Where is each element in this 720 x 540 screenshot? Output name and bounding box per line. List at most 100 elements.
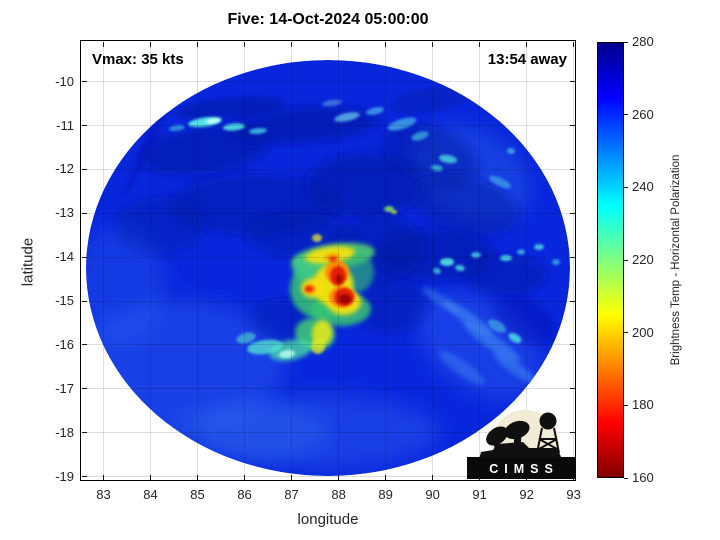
y-tick-mark [81, 81, 87, 83]
colorbar-tick-mark [624, 259, 628, 261]
y-gridline [81, 256, 575, 258]
x-tick-mark [150, 474, 152, 480]
y-tick-label: -12 [55, 161, 74, 177]
colorbar-tick-label: 240 [632, 179, 654, 195]
y-tick-mark [569, 344, 575, 346]
water-tower-tank [539, 412, 557, 430]
y-gridline [81, 300, 575, 302]
y-gridline [81, 388, 575, 390]
x-tick-mark [197, 474, 199, 480]
y-tick-label: -19 [55, 468, 74, 484]
y-tick-label: -13 [55, 205, 74, 221]
y-tick-label: -14 [55, 249, 74, 265]
cimss-banner-text: CIMSS [489, 462, 559, 476]
x-tick-mark [103, 474, 104, 480]
colorbar-tick-label: 220 [632, 252, 654, 267]
y-tick-mark [81, 432, 87, 434]
x-tick-label: 86 [237, 487, 252, 502]
x-tick-mark [244, 41, 246, 47]
y-tick-mark [81, 212, 87, 214]
x-tick-label: 91 [472, 487, 487, 502]
x-tick-label: 89 [378, 487, 393, 502]
vmax-annotation: Vmax: 35 kts [92, 51, 184, 68]
y-tick-mark [81, 125, 87, 127]
x-tick-label: 92 [519, 487, 534, 502]
x-gridline [432, 41, 434, 480]
x-tick-mark [150, 41, 152, 47]
water-tower-icon [536, 427, 560, 454]
y-tick-mark [569, 81, 575, 83]
x-tick-label: 88 [331, 487, 346, 502]
colorbar-tick-label: 260 [632, 106, 654, 122]
x-tick-mark [432, 41, 434, 47]
y-gridline [81, 432, 575, 434]
cimss-logo: CIMSS [467, 410, 576, 479]
x-axis-label: longitude [297, 511, 359, 528]
figure-title: Five: 14-Oct-2024 05:00:00 [227, 11, 429, 28]
y-tick-label: -10 [55, 73, 74, 89]
y-gridline [81, 168, 575, 170]
x-gridline [385, 41, 387, 480]
y-tick-mark [569, 300, 575, 302]
y-tick-mark [81, 344, 87, 346]
y-tick-mark [81, 256, 87, 258]
x-tick-mark [432, 474, 434, 480]
y-tick-mark [569, 168, 575, 170]
x-gridline [150, 41, 152, 480]
y-gridline [81, 344, 575, 346]
x-gridline [479, 41, 481, 480]
y-tick-mark [81, 168, 87, 170]
observatory-silhouette [479, 442, 562, 459]
y-tick-label: -17 [55, 380, 74, 396]
colorbar-tick-mark [624, 114, 628, 116]
y-tick-label: -11 [56, 117, 74, 133]
x-tick-mark [197, 41, 199, 47]
x-tick-mark [291, 474, 293, 480]
y-tick-label: -16 [55, 336, 74, 352]
colorbar-tick-label: 180 [632, 397, 654, 413]
x-gridline [291, 41, 293, 480]
cimss-banner [467, 457, 576, 479]
y-gridline [81, 476, 575, 478]
x-gridline [197, 41, 199, 480]
x-tick-mark [338, 474, 340, 480]
y-tick-mark [569, 432, 575, 434]
x-tick-label: 84 [143, 487, 158, 502]
x-tick-mark [103, 41, 104, 47]
colorbar-tick-label: 160 [632, 470, 654, 485]
colorbar-tick-label: 200 [632, 324, 654, 340]
colorbar [597, 42, 624, 478]
y-tick-mark [569, 212, 575, 214]
colorbar-tick-mark [624, 332, 628, 334]
colorbar-tick-label: 280 [632, 34, 654, 49]
x-tick-label: 93 [566, 487, 581, 502]
colorbar-tick-mark [624, 41, 628, 43]
colorbar-tick-mark [624, 404, 628, 406]
y-tick-mark [81, 300, 87, 302]
x-gridline [573, 41, 575, 480]
x-gridline [103, 41, 104, 480]
colorbar-label: Brightness Temp - Horizontal Polarizatio… [670, 154, 682, 366]
x-tick-label: 85 [190, 487, 205, 502]
y-tick-label: -18 [55, 424, 74, 440]
x-tick-mark [385, 41, 387, 47]
colorbar-tick-mark [624, 477, 628, 479]
x-tick-label: 90 [425, 487, 440, 502]
x-tick-mark [526, 41, 528, 47]
eta-annotation: 13:54 away [487, 51, 567, 68]
y-gridline [81, 81, 575, 83]
x-tick-mark [573, 41, 575, 47]
y-tick-mark [81, 476, 87, 478]
x-tick-label: 83 [96, 487, 111, 502]
satellite-dish-icons [486, 420, 530, 451]
x-tick-mark [291, 41, 293, 47]
y-tick-mark [81, 388, 87, 390]
x-tick-mark [479, 41, 481, 47]
x-tick-mark [244, 474, 246, 480]
x-gridline [244, 41, 246, 480]
x-tick-mark [385, 474, 387, 480]
x-gridline [526, 41, 528, 480]
y-tick-label: -15 [55, 293, 74, 309]
y-tick-mark [569, 256, 575, 258]
